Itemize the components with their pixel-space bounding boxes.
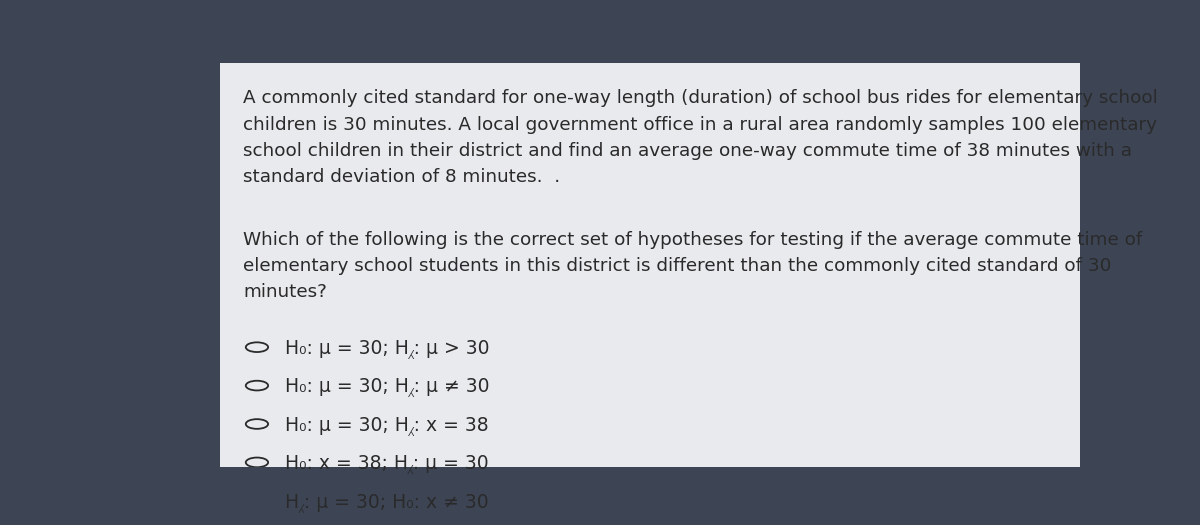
- Text: A commonly cited standard for one-way length (duration) of school bus rides for : A commonly cited standard for one-way le…: [242, 89, 1158, 107]
- Text: elementary school students in this district is different than the commonly cited: elementary school students in this distr…: [242, 257, 1111, 275]
- FancyBboxPatch shape: [220, 63, 1080, 467]
- Text: Which of the following is the correct set of hypotheses for testing if the avera: Which of the following is the correct se…: [242, 231, 1142, 249]
- Text: children is 30 minutes. A local government office in a rural area randomly sampl: children is 30 minutes. A local governme…: [242, 116, 1157, 133]
- Text: H₀: μ = 30; H⁁: μ > 30: H₀: μ = 30; H⁁: μ > 30: [284, 340, 490, 359]
- Text: H₀: μ = 30; H⁁: μ ≠ 30: H₀: μ = 30; H⁁: μ ≠ 30: [284, 379, 490, 397]
- Text: H₀: μ = 30; H⁁: x = 38: H₀: μ = 30; H⁁: x = 38: [284, 417, 488, 436]
- Text: school children in their district and find an average one-way commute time of 38: school children in their district and fi…: [242, 142, 1132, 160]
- Text: minutes?: minutes?: [242, 284, 326, 301]
- Text: H₀: x = 38; H⁁: μ = 30: H₀: x = 38; H⁁: μ = 30: [284, 455, 488, 474]
- Text: H⁁: μ = 30; H₀: x ≠ 30: H⁁: μ = 30; H₀: x ≠ 30: [284, 494, 488, 512]
- Text: standard deviation of 8 minutes.  .: standard deviation of 8 minutes. .: [242, 168, 560, 186]
